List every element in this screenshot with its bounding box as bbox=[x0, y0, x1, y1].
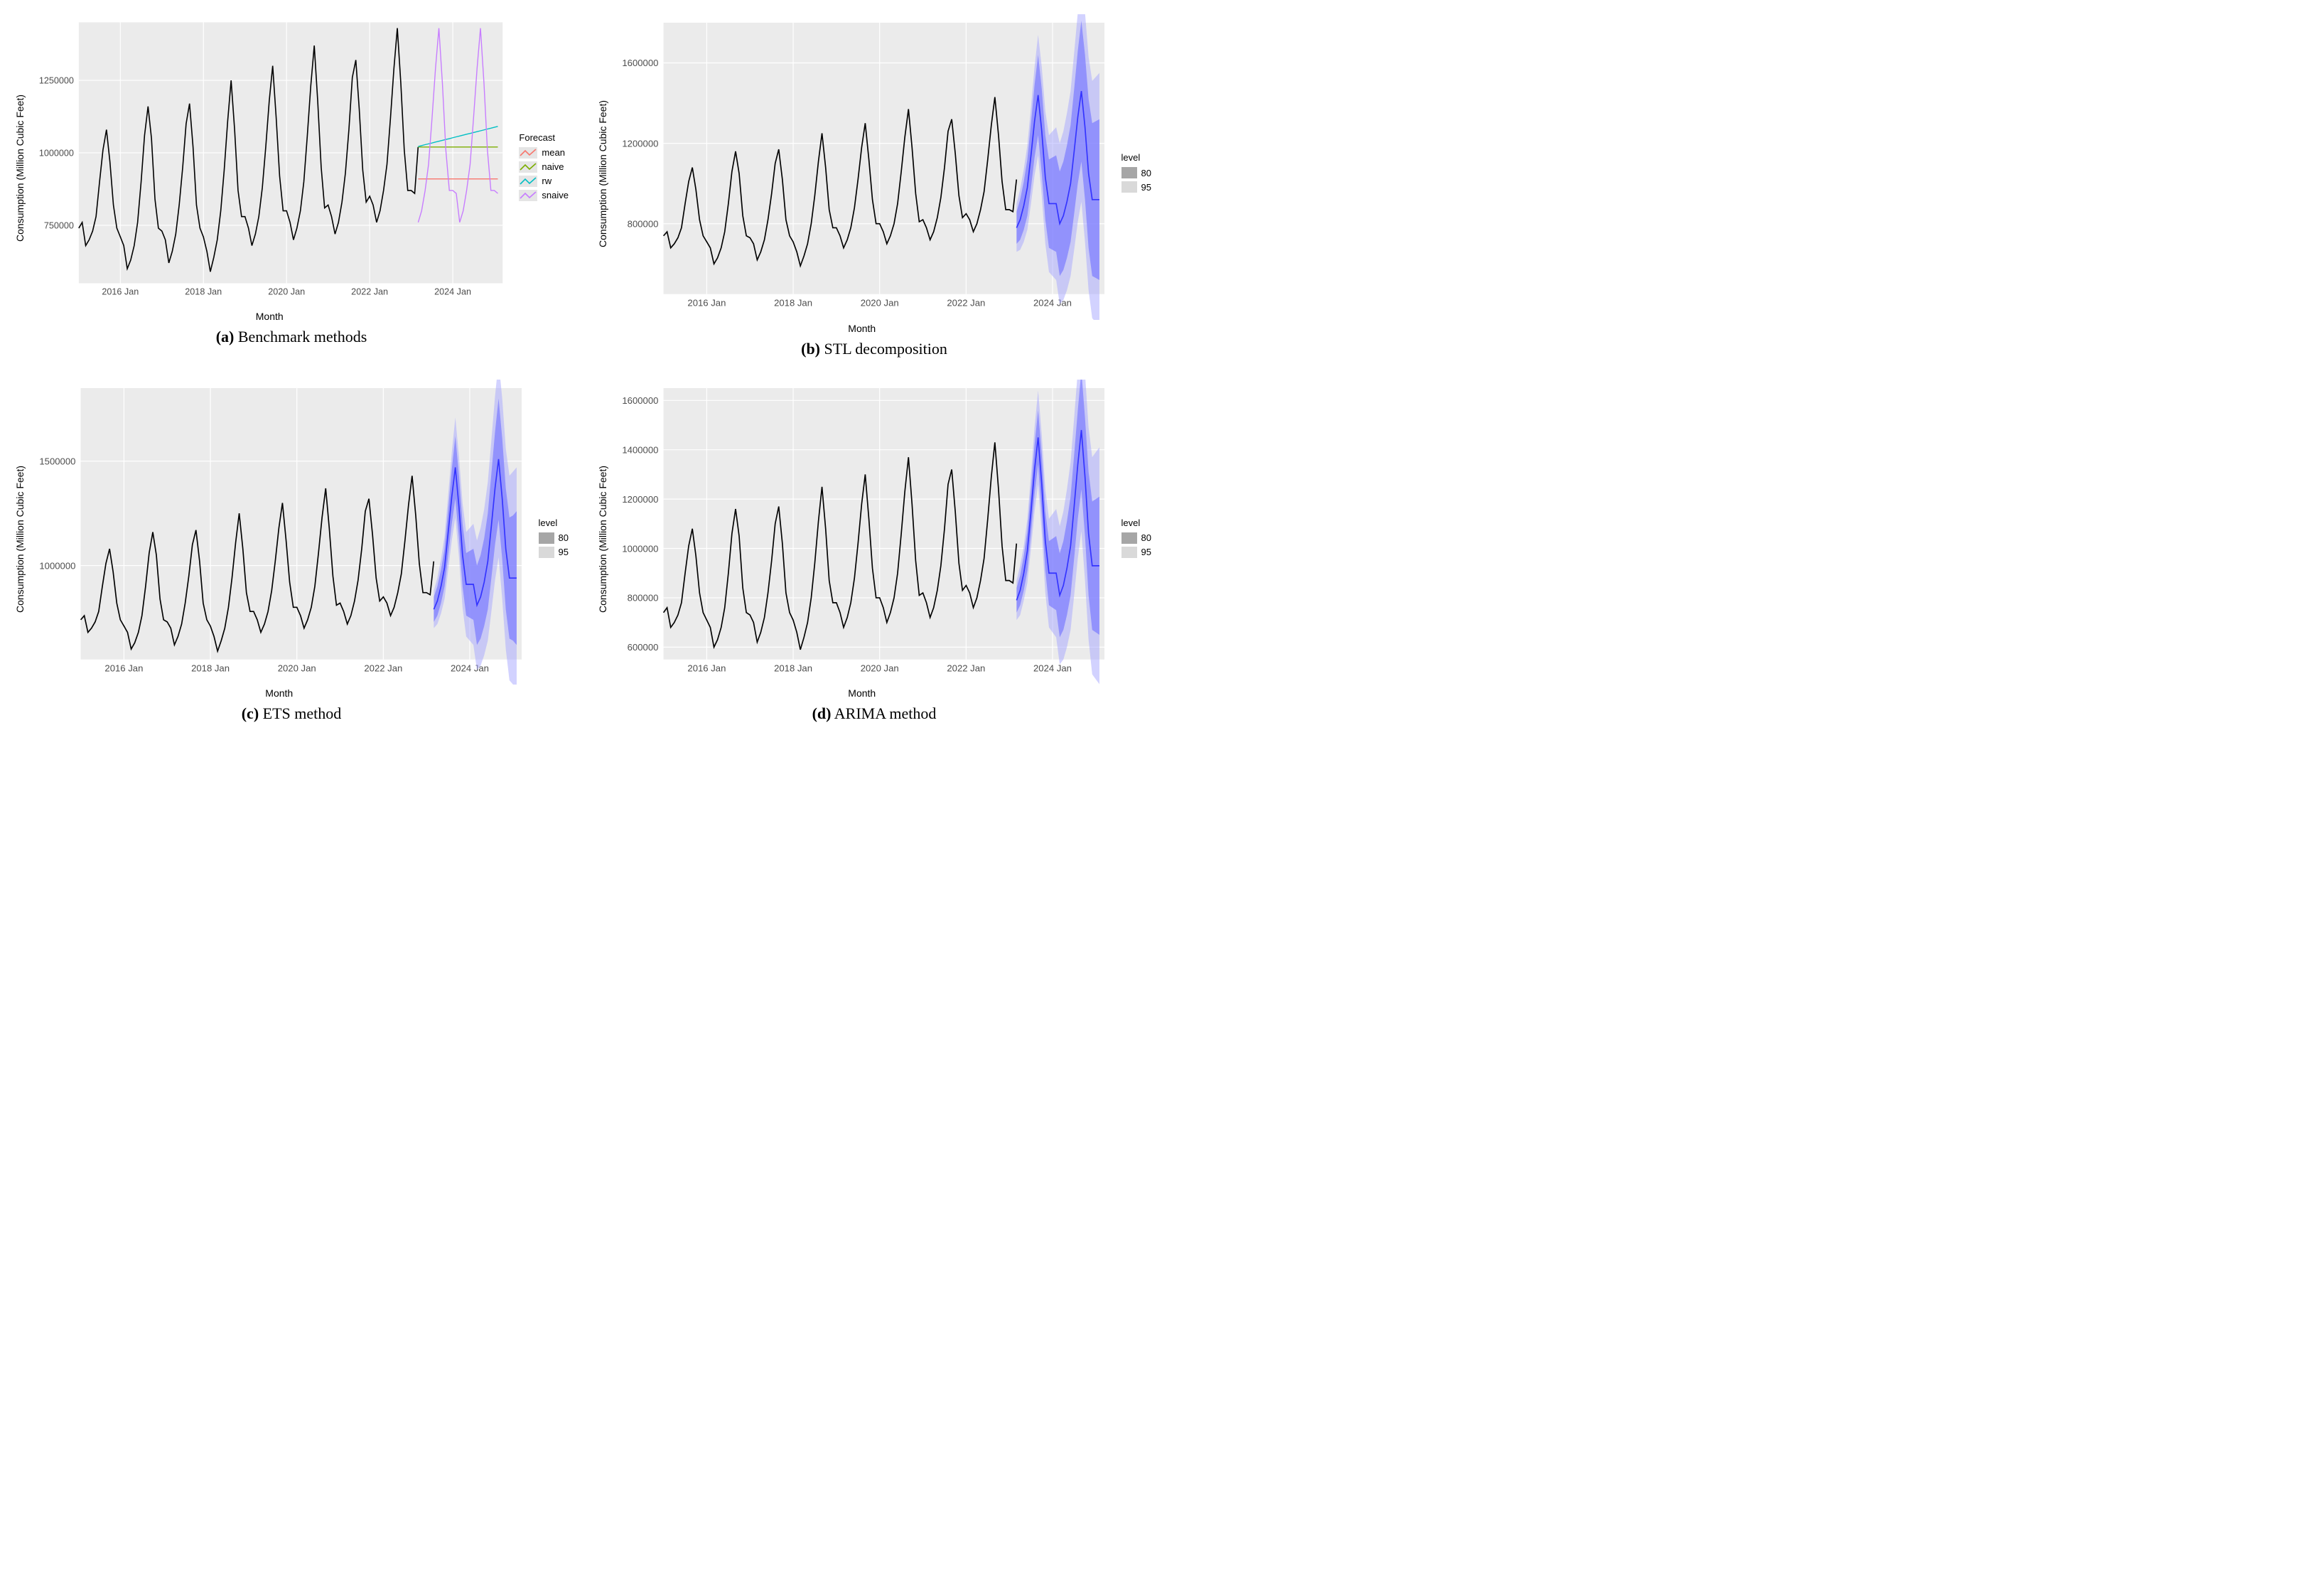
svg-text:600000: 600000 bbox=[628, 642, 659, 653]
svg-text:2022 Jan: 2022 Jan bbox=[947, 297, 985, 308]
legend-item: mean bbox=[519, 147, 569, 159]
legend-item: 95 bbox=[1121, 181, 1151, 193]
x-axis-label: Month bbox=[30, 311, 509, 322]
legend-label: 80 bbox=[1141, 532, 1151, 543]
legend-label: rw bbox=[542, 176, 552, 186]
svg-text:1600000: 1600000 bbox=[622, 395, 658, 406]
panel-caption: (b) STL decomposition bbox=[801, 340, 947, 358]
svg-text:1600000: 1600000 bbox=[622, 58, 658, 68]
y-axis-label: Consumption (Million Cubic Feet) bbox=[14, 95, 26, 242]
svg-text:1200000: 1200000 bbox=[622, 138, 658, 149]
legend-c: level 80 95 bbox=[539, 518, 569, 561]
legend-title: level bbox=[539, 518, 569, 528]
y-axis-label: Consumption (Million Cubic Feet) bbox=[14, 466, 26, 613]
svg-text:2022 Jan: 2022 Jan bbox=[947, 663, 985, 673]
svg-text:1000000: 1000000 bbox=[39, 560, 75, 571]
svg-text:2024 Jan: 2024 Jan bbox=[1033, 297, 1072, 308]
legend-label: mean bbox=[542, 147, 565, 158]
svg-text:2018 Jan: 2018 Jan bbox=[774, 663, 812, 673]
svg-text:2018 Jan: 2018 Jan bbox=[191, 663, 230, 673]
legend-label: 80 bbox=[559, 532, 569, 543]
svg-text:2024 Jan: 2024 Jan bbox=[1033, 663, 1072, 673]
legend-item: 95 bbox=[539, 547, 569, 558]
svg-text:2018 Jan: 2018 Jan bbox=[185, 287, 222, 297]
legend-label: 95 bbox=[1141, 547, 1151, 557]
legend-title: level bbox=[1121, 152, 1151, 163]
svg-text:2024 Jan: 2024 Jan bbox=[434, 287, 471, 297]
svg-text:2016 Jan: 2016 Jan bbox=[104, 663, 143, 673]
legend-label: 80 bbox=[1141, 168, 1151, 178]
svg-text:2018 Jan: 2018 Jan bbox=[774, 297, 812, 308]
legend-label: 95 bbox=[1141, 182, 1151, 193]
x-axis-label: Month bbox=[613, 323, 1112, 334]
chart-c: 1000000 1500000 2016 Jan 2018 Jan 2020 Jan 20… bbox=[30, 380, 529, 685]
svg-text:1200000: 1200000 bbox=[622, 493, 658, 504]
svg-text:2022 Jan: 2022 Jan bbox=[351, 287, 388, 297]
svg-text:2022 Jan: 2022 Jan bbox=[364, 663, 402, 673]
x-axis-label: Month bbox=[613, 687, 1112, 699]
y-axis-label: Consumption (Million Cubic Feet) bbox=[597, 100, 608, 247]
legend-label: snaive bbox=[542, 190, 569, 200]
legend-title: Forecast bbox=[519, 132, 569, 143]
svg-text:1000000: 1000000 bbox=[622, 543, 658, 554]
svg-text:800000: 800000 bbox=[628, 592, 659, 603]
svg-text:2020 Jan: 2020 Jan bbox=[861, 297, 899, 308]
chart-d: 600000 800000 1000000 1200000 1400000 1600000… bbox=[613, 380, 1112, 685]
panel-caption: (a) Benchmark methods bbox=[216, 328, 367, 346]
panel-caption: (d) ARIMA method bbox=[812, 704, 937, 723]
svg-text:2016 Jan: 2016 Jan bbox=[687, 663, 726, 673]
panel-a: Consumption (Million Cubic Feet) 750000 1… bbox=[14, 14, 569, 358]
legend-d: level 80 95 bbox=[1121, 518, 1151, 561]
legend-item: rw bbox=[519, 176, 569, 187]
legend-b: level 80 95 bbox=[1121, 152, 1151, 195]
panel-d: Consumption (Million Cubic Feet) 600000 8… bbox=[597, 380, 1151, 724]
svg-text:2020 Jan: 2020 Jan bbox=[861, 663, 899, 673]
svg-text:1400000: 1400000 bbox=[622, 444, 658, 455]
svg-text:2020 Jan: 2020 Jan bbox=[268, 287, 305, 297]
svg-text:2024 Jan: 2024 Jan bbox=[451, 663, 489, 673]
svg-text:2016 Jan: 2016 Jan bbox=[687, 297, 726, 308]
svg-text:1250000: 1250000 bbox=[39, 76, 74, 86]
svg-text:2020 Jan: 2020 Jan bbox=[278, 663, 316, 673]
panel-b: Consumption (Million Cubic Feet) 800000 1… bbox=[597, 14, 1151, 358]
panel-caption: (c) ETS method bbox=[242, 704, 342, 723]
legend-item: naive bbox=[519, 161, 569, 173]
legend-item: 80 bbox=[539, 532, 569, 544]
x-axis-label: Month bbox=[30, 687, 529, 699]
legend-label: naive bbox=[542, 161, 564, 172]
chart-b: 800000 1200000 1600000 2016 Jan 2018 Jan 2020… bbox=[613, 14, 1112, 320]
svg-text:750000: 750000 bbox=[44, 221, 74, 231]
svg-text:1000000: 1000000 bbox=[39, 149, 74, 159]
legend-label: 95 bbox=[559, 547, 569, 557]
chart-a: 750000 1000000 1250000 2016 Jan 2018 Jan 2020… bbox=[30, 14, 509, 308]
svg-text:800000: 800000 bbox=[628, 219, 659, 230]
legend-title: level bbox=[1121, 518, 1151, 528]
svg-text:1500000: 1500000 bbox=[39, 456, 75, 466]
legend-item: 80 bbox=[1121, 167, 1151, 178]
legend-item: 95 bbox=[1121, 547, 1151, 558]
legend-item: snaive bbox=[519, 190, 569, 201]
panel-c: Consumption (Million Cubic Feet) 1000000… bbox=[14, 380, 569, 724]
legend-item: 80 bbox=[1121, 532, 1151, 544]
svg-text:2016 Jan: 2016 Jan bbox=[102, 287, 139, 297]
legend-a: Forecast mean naive rw snaive bbox=[519, 132, 569, 204]
y-axis-label: Consumption (Million Cubic Feet) bbox=[597, 466, 608, 613]
